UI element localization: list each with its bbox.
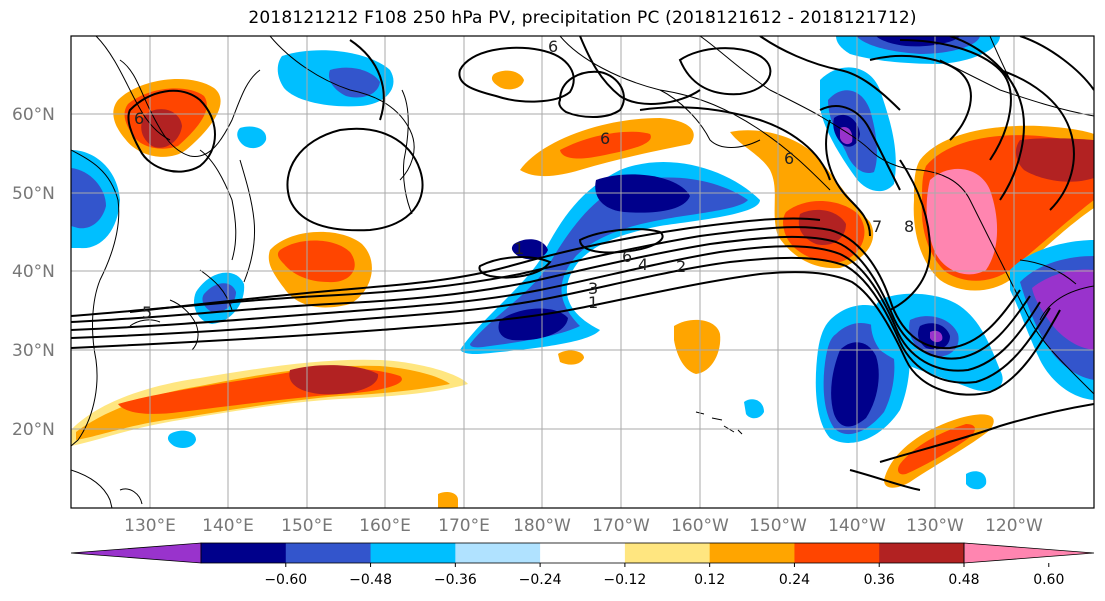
contour-label: 3 xyxy=(588,279,598,298)
precip-blob xyxy=(595,174,690,213)
colorbar-tick-label: −0.48 xyxy=(349,572,392,588)
colorbar-extension-max xyxy=(963,542,1095,564)
colorbar-box xyxy=(709,543,795,563)
contour-label: 1 xyxy=(514,239,524,258)
lon-label: 140°W xyxy=(828,516,886,536)
precip-blob xyxy=(831,342,879,427)
lat-label-30n: 30°N xyxy=(12,341,55,361)
precip-blob xyxy=(71,168,106,229)
colorbar-outline xyxy=(200,542,965,564)
colorbar-extension-min xyxy=(70,542,202,564)
precip-blob xyxy=(926,168,998,275)
colorbar-box xyxy=(201,543,287,563)
contour-label: 7 xyxy=(872,217,882,236)
colorbar-box xyxy=(879,543,965,563)
lon-label: 170°E xyxy=(438,516,490,536)
precip-blob xyxy=(560,131,651,159)
contour-label: 1 xyxy=(588,293,598,312)
colorbar-tick-label: −0.12 xyxy=(603,572,646,588)
lon-label: 120°W xyxy=(985,516,1043,536)
precip-blob xyxy=(141,109,182,148)
precip-blob xyxy=(840,126,853,145)
lat-label-40n: 40°N xyxy=(12,262,55,282)
colorbar-tick-label: 0.12 xyxy=(694,572,725,588)
coastlines xyxy=(71,36,1094,508)
contour-label: 2 xyxy=(676,257,686,276)
lon-label: 160°E xyxy=(359,516,411,536)
precip-blob xyxy=(237,126,267,149)
contour-labels: 6 6 6 6 4 2 3 1 5 6 7 8 1 xyxy=(134,37,914,322)
precip-blob xyxy=(470,177,748,348)
contour-label: 6 xyxy=(600,129,610,148)
colorbar-box xyxy=(370,543,456,563)
lon-label: 130°E xyxy=(124,516,176,536)
lon-label: 170°W xyxy=(592,516,650,536)
precip-blob xyxy=(898,424,975,475)
precip-blob xyxy=(438,492,458,508)
map-title: 2018121212 F108 250 hPa PV, precipitatio… xyxy=(248,8,917,28)
lat-label-60n: 60°N xyxy=(12,105,55,125)
lon-label: 140°E xyxy=(202,516,254,536)
colorbar-tick-label: 0.36 xyxy=(864,572,895,588)
precip-blob xyxy=(167,430,196,448)
colorbar-tick-label: 0.24 xyxy=(779,572,810,588)
colorbar: −0.60 −0.48 −0.36 −0.24 −0.12 0.12 0.24 0.36 0.4… xyxy=(70,542,1095,588)
precip-blob xyxy=(491,70,524,90)
colorbar-box xyxy=(794,543,880,563)
contour-label: 8 xyxy=(904,217,914,236)
lon-label: 130°W xyxy=(906,516,964,536)
colorbar-box xyxy=(624,543,711,563)
colorbar-box xyxy=(285,543,372,563)
precip-blob xyxy=(558,350,584,365)
precip-blob xyxy=(674,319,721,374)
colorbar-tick-label: 0.48 xyxy=(948,572,979,588)
precip-blob xyxy=(289,365,379,395)
contour-label: 6 xyxy=(548,37,558,56)
contour-label: 6 xyxy=(134,109,144,128)
contour-label: 4 xyxy=(638,255,648,274)
pv-contours xyxy=(71,36,1094,491)
lat-label-50n: 50°N xyxy=(12,184,55,204)
latitude-labels: 60°N 50°N 40°N 30°N 20°N xyxy=(12,105,55,440)
longitude-labels: 130°E 140°E 150°E 160°E 170°E 180°W 170°… xyxy=(124,516,1043,536)
colorbar-tick-label: −0.36 xyxy=(434,572,477,588)
lon-label: 150°E xyxy=(281,516,333,536)
precip-blob xyxy=(511,239,548,260)
contour-label: 5 xyxy=(142,303,152,322)
lon-label: 180°W xyxy=(513,516,571,536)
colorbar-tick-label: 0.60 xyxy=(1033,572,1064,588)
lon-label: 150°W xyxy=(749,516,807,536)
contour-label: 6 xyxy=(784,149,794,168)
colorbar-tick-label: −0.24 xyxy=(519,572,562,588)
precip-blob xyxy=(328,67,380,98)
colorbar-tick-label: −0.60 xyxy=(264,572,307,588)
precip-blob xyxy=(744,399,764,419)
lon-label: 160°W xyxy=(671,516,729,536)
precip-blob xyxy=(930,330,943,343)
contour-label: 6 xyxy=(622,247,632,266)
colorbar-box xyxy=(540,543,626,563)
lat-label-20n: 20°N xyxy=(12,420,55,440)
precip-blob xyxy=(498,308,568,341)
precip-blob xyxy=(966,471,987,490)
colorbar-box xyxy=(455,543,541,563)
precip-blob xyxy=(277,240,355,283)
map-frame xyxy=(70,35,1095,509)
